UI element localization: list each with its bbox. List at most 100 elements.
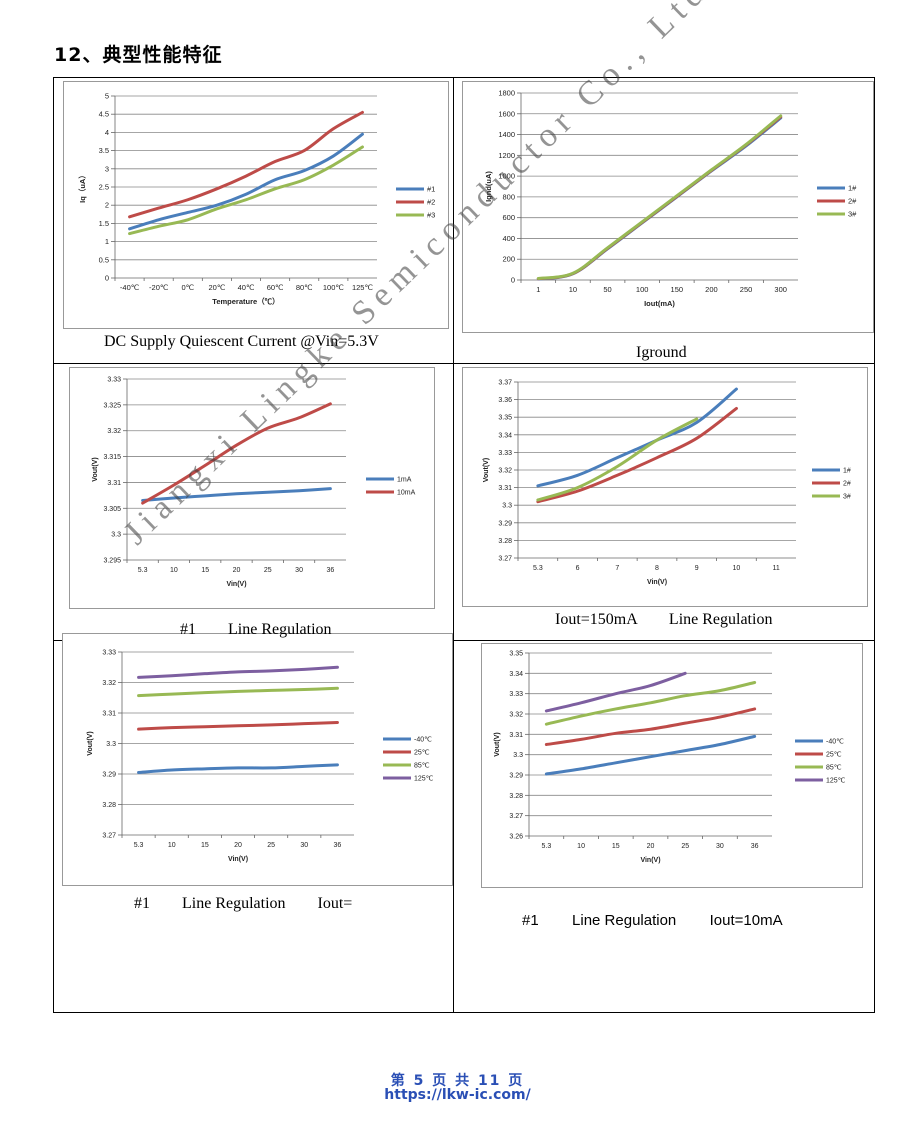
chart-frame (462, 81, 874, 333)
legend-label: #3 (427, 211, 435, 220)
y-tick-label: 3.33 (102, 650, 116, 657)
x-axis-label: Vin(V) (226, 581, 246, 588)
y-tick-label: 1000 (498, 172, 515, 181)
y-tick-label: 3.31 (107, 480, 121, 487)
x-tick-label: 250 (740, 285, 753, 294)
x-tick-label: 10 (733, 565, 741, 572)
series-line-1 (128, 132, 364, 231)
y-tick-label: 3.295 (103, 558, 121, 565)
series-line-2 (544, 707, 757, 746)
y-axis-label: Vout(V) (494, 732, 501, 756)
series-line-4 (137, 665, 339, 679)
x-axis-label: Vin(V) (228, 856, 248, 863)
y-tick-label: 1 (105, 237, 109, 246)
y-tick-label: 1800 (498, 89, 515, 98)
y-tick-label: 1600 (498, 109, 515, 118)
x-tick-label: 5.3 (533, 565, 543, 572)
caption-line-regulation-150ma: Iout=150mA Line Regulation (555, 611, 773, 628)
legend-label: 10mA (397, 490, 416, 497)
legend-label: 25℃ (826, 752, 842, 759)
series-line-3 (536, 114, 783, 280)
series-line-1 (141, 487, 332, 503)
chart-line-regulation-load: 3.295 3.3 3.305 3.31 3.315 3.32 3.325 3.33 5.3 10… (69, 367, 435, 609)
y-tick-label: 3.34 (498, 432, 512, 439)
x-axis-label: Iout(mA) (644, 299, 675, 308)
x-tick-label: 100℃ (323, 283, 345, 292)
y-tick-label: 3.36 (498, 397, 512, 404)
legend-label: 85℃ (414, 763, 430, 770)
y-tick-label: 4.5 (99, 110, 109, 119)
x-tick-label: 50 (603, 285, 611, 294)
y-tick-label: 3.31 (498, 485, 512, 492)
x-tick-label: 300 (774, 285, 787, 294)
y-tick-label: 600 (502, 213, 515, 222)
x-tick-label: 11 (773, 565, 780, 572)
series-line-2 (536, 406, 738, 504)
caption-iground: Iground (636, 344, 687, 361)
x-tick-label: 150 (671, 285, 684, 294)
y-tick-label: 3.29 (498, 520, 512, 527)
y-tick-label: 2.5 (99, 183, 109, 192)
legend-label: -40℃ (826, 739, 844, 746)
y-tick-label: 3.32 (102, 680, 116, 687)
x-tick-label: 40℃ (238, 283, 255, 292)
series-line-3 (137, 686, 339, 698)
y-tick-label: 1.5 (99, 219, 109, 228)
y-tick-label: 4 (105, 128, 109, 137)
x-axis-label: Temperature（℃） (212, 296, 279, 306)
y-tick-label: 3.3 (106, 741, 116, 748)
y-tick-label: 3.37 (498, 380, 512, 387)
x-tick-label: 25 (267, 842, 275, 849)
y-tick-label: 1400 (498, 130, 515, 139)
legend-label: #2 (427, 198, 435, 207)
legend-label: -40℃ (414, 737, 432, 744)
series-line-3 (128, 145, 364, 236)
legend-label: 2# (843, 481, 851, 488)
x-tick-label: 10 (577, 843, 585, 850)
legend-label: 1# (843, 468, 851, 475)
x-tick-label: 20 (233, 567, 241, 574)
y-axis-label: Vout(V) (87, 731, 94, 755)
caption-line-regulation-temp-10ma: #1 Line Regulation Iout=10mA (522, 912, 783, 929)
x-tick-label: 36 (751, 843, 759, 850)
y-tick-label: 0 (511, 276, 515, 285)
y-tick-label: 3.29 (509, 773, 523, 780)
caption-line-regulation-1: #1 Line Regulation (180, 621, 332, 638)
chart-frame (62, 633, 453, 886)
x-tick-label: 5.3 (138, 567, 148, 574)
x-axis-label: Vin(V) (647, 579, 667, 586)
footer-page-number: 第 5 页 共 11 页 (390, 1073, 525, 1089)
y-tick-label: 3.305 (103, 506, 121, 513)
x-tick-label: 5.3 (541, 843, 551, 850)
x-tick-label: 80℃ (296, 283, 313, 292)
y-tick-label: 5 (105, 92, 109, 101)
x-tick-label: 10 (569, 285, 577, 294)
series-line-2 (128, 110, 364, 219)
x-axis-label: Vin(V) (640, 857, 660, 864)
y-tick-label: 200 (502, 255, 515, 264)
y-axis-label: Vout(V) (92, 457, 99, 481)
chart-line-regulation-temp-1: 3.27 3.28 3.29 3.3 3.31 3.32 3.33 5.3 10 15 20 25 30… (62, 633, 453, 886)
x-tick-label: 7 (615, 565, 619, 572)
y-tick-label: 3.28 (509, 793, 523, 800)
table-divider-vertical (453, 77, 454, 1013)
y-tick-label: 3.3 (502, 503, 512, 510)
legend-label: 1# (848, 184, 857, 193)
footer-url[interactable]: https://lkw-ic.com/ (384, 1087, 531, 1103)
series-line-1 (536, 387, 738, 488)
x-tick-label: 30 (295, 567, 303, 574)
section-title: 12、典型性能特征 (54, 44, 223, 66)
chart-quiescent-current: 0 0.5 1 1.5 2 2.5 3 3.5 4 4.5 5 -40℃ -20℃ 0℃ 20℃ 40℃ 60℃… (63, 81, 449, 329)
y-tick-label: 0.5 (99, 255, 109, 264)
legend-label: 1mA (397, 477, 412, 484)
y-tick-label: 3.29 (102, 772, 116, 779)
x-tick-label: 36 (334, 842, 342, 849)
y-axis-label: Vout(V) (483, 458, 490, 482)
y-tick-label: 3.35 (509, 651, 523, 658)
y-tick-label: 3.315 (103, 454, 121, 461)
chart-frame (462, 367, 868, 607)
y-tick-label: 3.34 (509, 671, 523, 678)
series-line-1 (137, 763, 339, 774)
y-tick-label: 3.31 (509, 732, 523, 739)
x-tick-label: 5.3 (134, 842, 144, 849)
